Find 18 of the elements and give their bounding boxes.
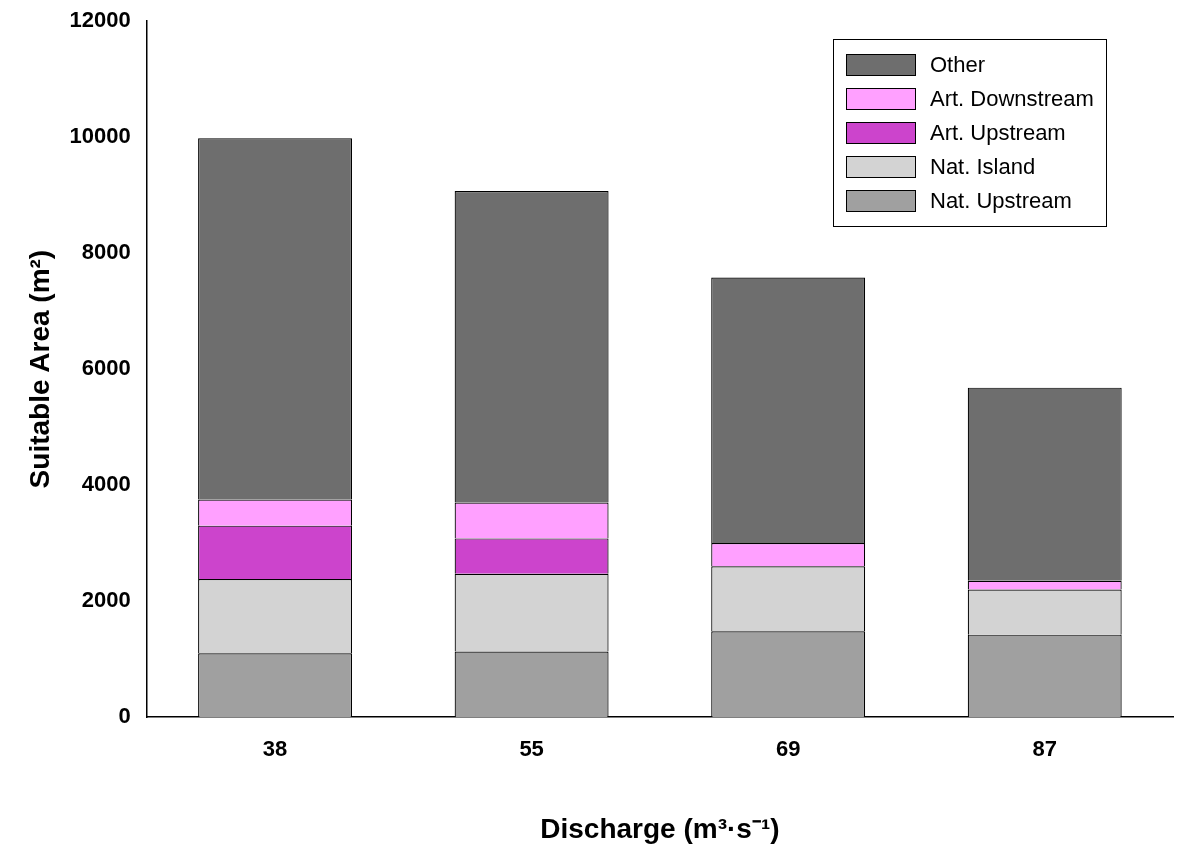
x-tick-label: 55 — [519, 736, 544, 762]
legend-label: Other — [930, 52, 986, 79]
y-tick-label: 10000 — [69, 123, 131, 149]
x-tick-label: 87 — [1032, 736, 1057, 762]
legend-label: Nat. Upstream — [930, 188, 1072, 215]
y-tick-label: 0 — [118, 703, 131, 729]
y-axis-title: Suitable Area (m²) — [23, 249, 55, 489]
legend-label: Art. Upstream — [930, 120, 1066, 147]
y-tick-label: 12000 — [69, 7, 131, 33]
x-tick-label: 38 — [262, 736, 288, 762]
y-tick-label: 4000 — [81, 471, 131, 497]
y-tick-label: 8000 — [81, 239, 131, 265]
legend-label: Nat. Island — [930, 154, 1036, 181]
y-tick-label: 6000 — [81, 355, 131, 381]
x-tick-label: 69 — [775, 736, 801, 762]
legend-label: Art. Downstream — [930, 86, 1094, 113]
y-tick-label: 2000 — [81, 587, 131, 613]
x-axis-title: Discharge (m³·s⁻¹) — [540, 812, 780, 844]
